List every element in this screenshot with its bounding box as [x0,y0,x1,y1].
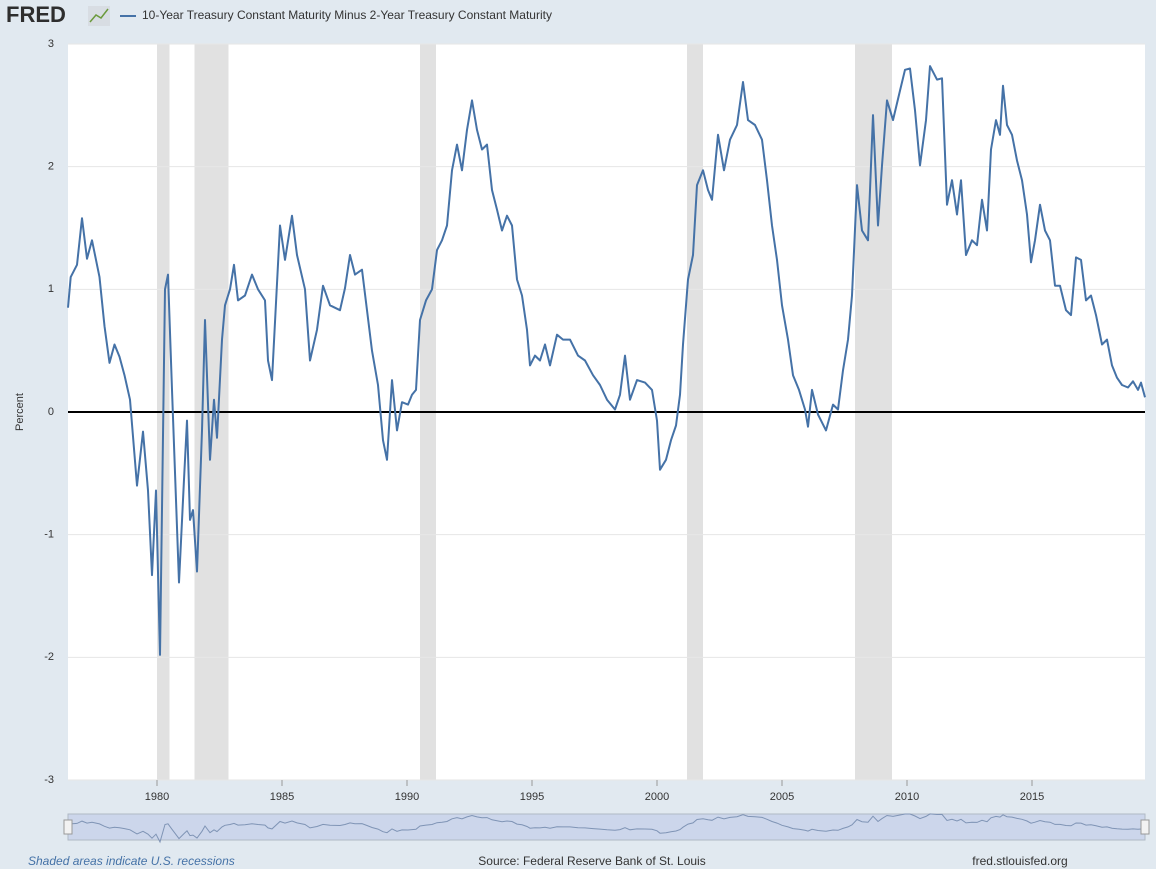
footer-source: Source: Federal Reserve Bank of St. Loui… [478,854,705,868]
y-tick-label: 1 [48,283,54,295]
navigator-handle[interactable] [63,819,73,835]
y-axis-label: Percent [14,393,26,431]
logo-icon [88,6,110,26]
navigator [67,813,1146,841]
footer-url: fred.stlouisfed.org [972,854,1067,868]
y-tick-label: 2 [48,161,54,173]
x-tick-label: 1995 [520,791,544,803]
series-line [67,65,1146,656]
legend-label: 10-Year Treasury Constant Maturity Minus… [142,8,552,22]
y-tick-label: 3 [48,38,54,50]
y-tick-label: -2 [44,651,54,663]
logo: FRED [6,2,66,27]
footer-note: Shaded areas indicate U.S. recessions [28,854,235,868]
y-tick-label: -3 [44,774,54,786]
navigator-handle[interactable] [1140,819,1150,835]
x-tick-label: 2015 [1020,791,1044,803]
x-tick-label: 1990 [395,791,419,803]
x-tick-label: 1980 [145,791,169,803]
x-tick-label: 2005 [770,791,794,803]
x-tick-label: 2010 [895,791,919,803]
y-tick-label: -1 [44,529,54,541]
x-tick-label: 2000 [645,791,669,803]
y-tick-label: 0 [48,406,54,418]
x-tick-label: 1985 [270,791,294,803]
navigator-line [67,813,1146,844]
